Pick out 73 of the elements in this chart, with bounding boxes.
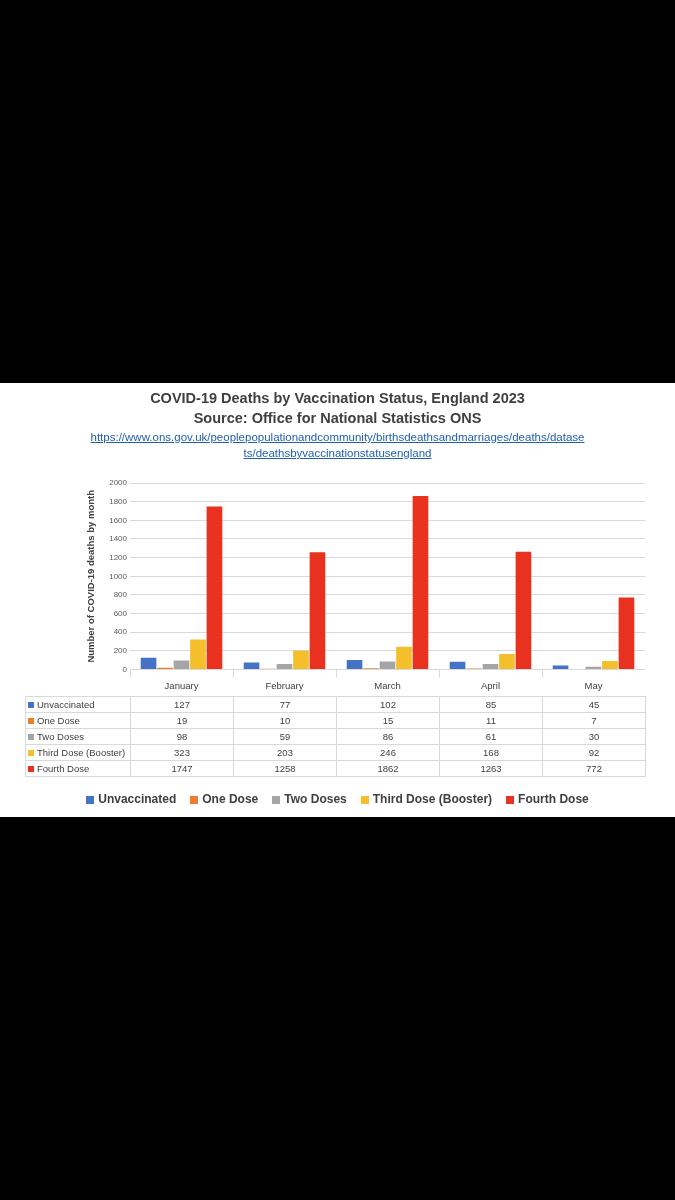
x-tick-label: February: [265, 679, 304, 691]
text: Two Doses: [284, 792, 347, 806]
bar: [206, 506, 223, 670]
bar: [309, 552, 326, 670]
data-label: 85: [439, 696, 543, 713]
bar: [552, 665, 569, 670]
data-label: 102: [336, 696, 440, 713]
data-label: 98: [130, 728, 234, 745]
legend-label: Two Doses: [25, 728, 131, 745]
y-tick-label: 1200: [109, 552, 128, 562]
text: One Dose: [202, 792, 259, 806]
bar: [618, 597, 635, 670]
bar: [499, 653, 515, 670]
bar: [140, 657, 157, 670]
text: Fourth Dose: [37, 763, 90, 774]
y-axis-title: Number of COVID-19 deaths by month: [85, 489, 97, 663]
data-label: 30: [542, 728, 646, 745]
bar: [602, 661, 618, 670]
x-tick-label: March: [374, 679, 401, 691]
bar: [276, 664, 293, 670]
bar: [190, 639, 206, 670]
y-tick-label: 1000: [109, 571, 128, 581]
data-label: 203: [233, 744, 337, 761]
data-label: 7: [542, 712, 646, 729]
data-label: 168: [439, 744, 543, 761]
y-tick-label: 1400: [109, 534, 128, 544]
data-label: 323: [130, 744, 234, 761]
legend-label: Third Dose (Booster): [25, 744, 131, 761]
x-tick-label: January: [164, 679, 199, 691]
data-label: 19: [130, 712, 234, 729]
y-tick-label: 0: [122, 664, 128, 674]
data-label: 15: [336, 712, 440, 729]
data-label: 45: [542, 696, 646, 713]
y-tick-label: 2000: [109, 478, 128, 488]
data-label: 10: [233, 712, 337, 729]
x-tick-label: May: [584, 679, 603, 691]
data-label: 1862: [336, 760, 440, 777]
bar: [293, 650, 309, 670]
bar: [412, 495, 429, 670]
bar: [173, 660, 190, 670]
data-label: 1747: [130, 760, 234, 777]
data-label: 246: [336, 744, 440, 761]
data-label: 77: [233, 696, 337, 713]
bar: [515, 551, 532, 670]
bar: [346, 660, 363, 670]
text: Third Dose (Booster): [372, 792, 493, 806]
data-label: 61: [439, 728, 543, 745]
chart-title: COVID-19 Deaths by Vaccination Status, England 2023: [149, 389, 526, 408]
data-label: 1263: [439, 760, 543, 777]
y-tick-label: 600: [113, 608, 128, 618]
data-label: 11: [439, 712, 543, 729]
bar: [396, 646, 412, 670]
y-tick-label: 400: [113, 627, 128, 637]
text: https://www.ons.gov.uk/peoplepopulationandcommunity/birthsdeathsandmarriages/deaths/datasets/deathsbyvaccinationstatusengland: [90, 430, 585, 461]
data-label: 772: [542, 760, 646, 777]
legend-label: Unvaccinated: [25, 696, 131, 713]
y-tick-label: 800: [113, 590, 128, 600]
y-tick-label: 200: [113, 646, 128, 656]
chart-subtitle: Source: Office for National Statistics ONS: [192, 409, 483, 428]
x-tick-label: April: [480, 679, 501, 691]
data-label: 59: [233, 728, 337, 745]
data-label: 86: [336, 728, 440, 745]
y-tick-label: 1600: [109, 515, 128, 525]
legend-label: Fourth Dose: [517, 792, 589, 806]
bar: [449, 661, 466, 670]
y-tick-label: 1800: [109, 496, 128, 506]
legend-label: One Dose: [25, 712, 131, 729]
data-label: 127: [130, 696, 234, 713]
bar: [482, 663, 499, 670]
text: Unvaccinated: [98, 792, 177, 806]
data-label: 92: [542, 744, 646, 761]
bar: [243, 662, 260, 670]
data-label: 1258: [233, 760, 337, 777]
